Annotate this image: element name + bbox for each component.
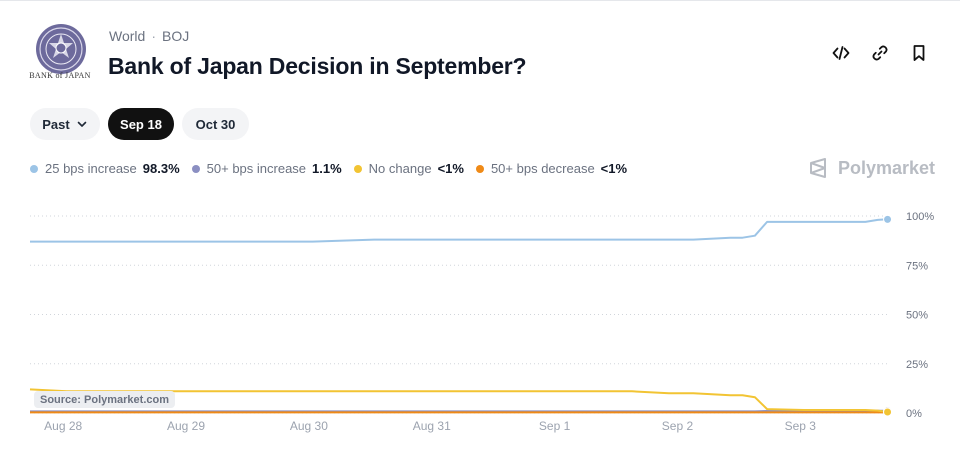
legend-value: <1% [437, 161, 464, 176]
date-tab-sep-18[interactable]: Sep 18 [108, 108, 174, 140]
past-label: Past [42, 116, 70, 132]
legend-swatch [30, 164, 38, 173]
bookmark-icon [913, 45, 925, 61]
polymarket-logo-icon [810, 158, 826, 178]
series-line [30, 218, 888, 243]
legend-swatch [353, 164, 362, 173]
y-tick-label: 25% [906, 359, 928, 371]
series-end-marker [883, 407, 893, 417]
series-line [29, 388, 888, 413]
legend-value: 98.3% [142, 161, 180, 176]
polymarket-brand[interactable]: Polymarket [808, 157, 935, 179]
legend-item: 50+ bps decrease <1% [475, 161, 628, 176]
series-lines [29, 218, 888, 414]
embed-button[interactable] [829, 41, 853, 65]
legend-swatch [191, 164, 200, 173]
legend-value: <1% [600, 161, 628, 176]
breadcrumb-separator: · [151, 28, 156, 44]
x-tick-label: Aug 30 [290, 419, 328, 433]
bookmark-button[interactable] [907, 41, 931, 65]
brand-name: Polymarket [838, 157, 936, 178]
x-tick-label: Sep 2 [662, 419, 694, 433]
legend-label: No change [368, 161, 432, 176]
copy-link-button[interactable] [868, 41, 892, 65]
y-tick-label: 0% [906, 408, 922, 420]
logo-caption: BANK of JAPAN [29, 71, 91, 80]
bank-of-japan-logo [36, 24, 86, 74]
source-label: Source: Polymarket.com [34, 391, 175, 408]
date-tab-oct-30[interactable]: Oct 30 [182, 108, 249, 140]
legend-label: 50+ bps decrease [490, 161, 595, 176]
series-end-marker [883, 214, 893, 224]
y-tick-label: 75% [906, 260, 928, 272]
chart-legend: 25 bps increase 98.3% 50+ bps increase 1… [30, 161, 639, 176]
y-tick-label: 50% [906, 310, 928, 322]
legend-swatch [475, 164, 484, 173]
breadcrumb-tag[interactable]: BOJ [161, 28, 190, 44]
probability-chart[interactable]: 100% 75% 50% 25% 0% Aug 28 Aug 29 Aug 30 Aug 31… [0, 191, 960, 452]
breadcrumb-category[interactable]: World [109, 28, 146, 44]
y-axis-ticks: 100% 75% 50% 25% 0% [906, 211, 934, 420]
legend-item: 25 bps increase 98.3% [30, 161, 180, 176]
x-axis-ticks: Aug 28 Aug 29 Aug 30 Aug 31 Sep 1 Sep 2 Sep 3 [44, 419, 816, 433]
chevron-down-icon [77, 121, 87, 127]
series-line [30, 409, 888, 413]
date-tab-label: Sep 18 [120, 116, 162, 132]
x-tick-label: Aug 28 [44, 419, 82, 433]
legend-value: 1.1% [312, 161, 342, 176]
code-embed-icon [832, 46, 850, 60]
series-end-markers [883, 214, 893, 417]
date-tab-label: Oct 30 [195, 116, 236, 132]
x-tick-label: Sep 1 [539, 419, 571, 433]
x-tick-label: Aug 29 [167, 419, 205, 433]
legend-item: No change <1% [353, 161, 464, 176]
legend-label: 50+ bps increase [206, 161, 307, 176]
grid-lines [30, 215, 890, 414]
link-icon [872, 45, 888, 61]
past-dropdown[interactable]: Past [30, 108, 100, 140]
breadcrumb: World · BOJ [109, 28, 189, 44]
x-tick-label: Sep 3 [785, 419, 817, 433]
legend-item: 50+ bps increase 1.1% [191, 161, 342, 176]
legend-label: 25 bps increase [45, 161, 137, 176]
x-tick-label: Aug 31 [413, 419, 451, 433]
page-title: Bank of Japan Decision in September? [108, 53, 527, 79]
y-tick-label: 100% [906, 211, 934, 223]
